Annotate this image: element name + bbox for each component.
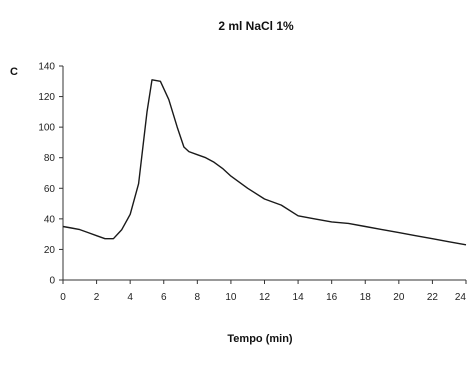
x-tick-label: 18 [360, 292, 372, 303]
y-tick-label: 60 [44, 184, 56, 195]
y-tick-label: 140 [38, 62, 55, 73]
chart-title: 2 ml NaCl 1% [218, 19, 294, 33]
x-tick-label: 14 [293, 292, 305, 303]
x-tick-label: 20 [393, 292, 405, 303]
y-axis-ticks: 0 20 40 60 80 100 120 140 [38, 62, 63, 287]
x-axis-ticks: 0 2 4 6 8 10 12 14 16 18 20 22 24 [60, 280, 467, 303]
x-tick-label: 16 [326, 292, 338, 303]
y-tick-label: 80 [44, 153, 56, 164]
x-tick-label: 0 [60, 292, 66, 303]
y-axis-label: C [10, 66, 18, 78]
x-tick-label: 22 [427, 292, 439, 303]
x-axis-label: Tempo (min) [227, 333, 293, 345]
x-tick-label: 6 [161, 292, 167, 303]
y-tick-label: 40 [44, 214, 56, 225]
x-tick-label: 12 [259, 292, 271, 303]
x-tick-label: 8 [195, 292, 201, 303]
y-tick-label: 100 [38, 123, 55, 134]
y-tick-label: 120 [38, 92, 55, 103]
series-line [62, 79, 467, 246]
x-tick-label: 10 [225, 292, 237, 303]
x-tick-label: 4 [127, 292, 133, 303]
x-tick-label: 24 [455, 292, 467, 303]
y-tick-label: 20 [44, 245, 56, 256]
x-tick-label: 2 [94, 292, 100, 303]
y-tick-label: 0 [49, 276, 55, 287]
